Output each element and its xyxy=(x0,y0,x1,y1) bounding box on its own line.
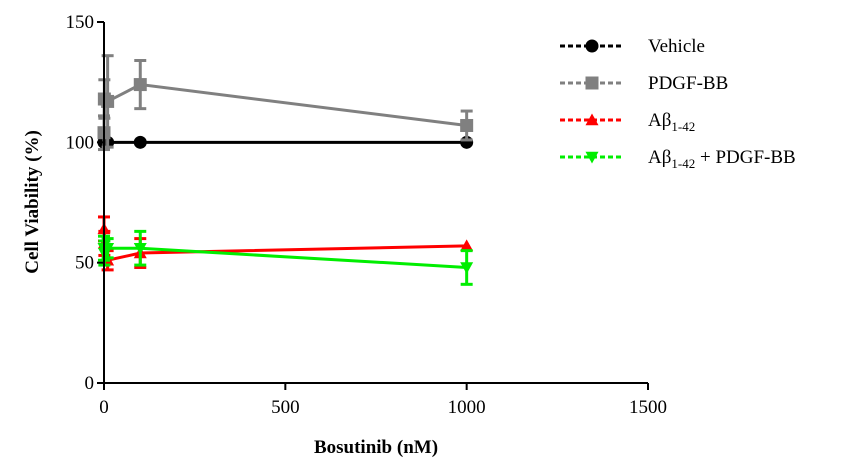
series-3 xyxy=(97,229,474,286)
plot-area xyxy=(97,54,474,286)
axes xyxy=(103,22,648,384)
legend-item-1: PDGF-BB xyxy=(560,73,728,94)
y-tick-label: 100 xyxy=(66,132,95,153)
series-2 xyxy=(97,215,474,272)
data-point xyxy=(460,262,474,274)
data-point xyxy=(133,135,147,149)
legend-label: Aβ1-42 xyxy=(648,110,695,134)
y-axis-title: Cell Viability (%) xyxy=(22,130,43,274)
x-axis-title: Bosutinib (nM) xyxy=(314,437,438,458)
data-point xyxy=(460,239,474,252)
data-point xyxy=(133,243,147,255)
data-point xyxy=(133,78,147,92)
legend-item-3: Aβ1-42 + PDGF-BB xyxy=(560,147,796,171)
legend-marker xyxy=(585,113,599,126)
data-point xyxy=(460,118,474,132)
legend-label: Vehicle xyxy=(648,36,705,57)
x-tick-label: 500 xyxy=(271,397,300,418)
y-tick-label: 150 xyxy=(66,12,95,33)
x-tick-label: 1000 xyxy=(448,397,486,418)
legend-item-0: Vehicle xyxy=(560,36,705,57)
y-tick-label: 0 xyxy=(85,373,95,394)
legend-marker xyxy=(585,39,599,53)
legend: Vehicle PDGF-BB Aβ1-42 Aβ1-42 + PDGF-BB xyxy=(560,36,796,171)
x-tick-label: 1500 xyxy=(629,397,667,418)
series-1 xyxy=(97,54,474,152)
legend-label: PDGF-BB xyxy=(648,73,728,94)
legend-marker xyxy=(585,76,599,90)
legend-label: Aβ1-42 + PDGF-BB xyxy=(648,147,796,171)
x-tick-label: 0 xyxy=(99,397,109,418)
legend-item-2: Aβ1-42 xyxy=(560,110,695,134)
legend-marker xyxy=(585,151,599,164)
series-0 xyxy=(97,135,474,149)
series-line xyxy=(102,83,467,133)
y-tick-label: 50 xyxy=(75,253,94,274)
